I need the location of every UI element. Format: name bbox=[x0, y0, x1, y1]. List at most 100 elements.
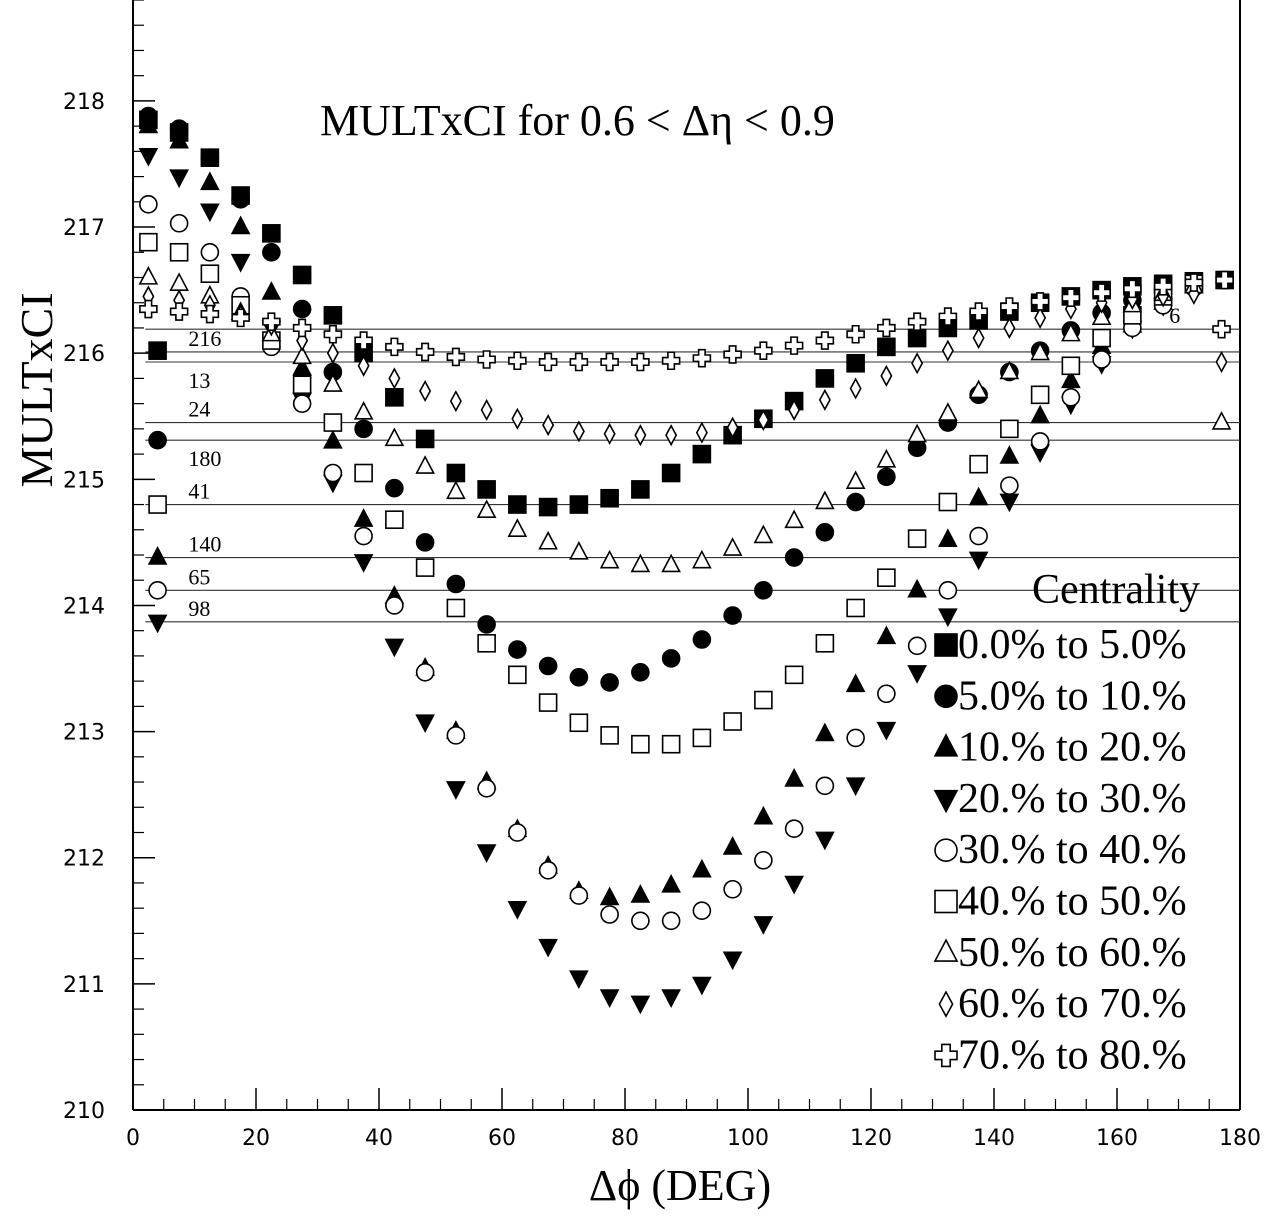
data-point bbox=[446, 726, 466, 745]
data-point bbox=[323, 324, 343, 344]
data-point bbox=[911, 352, 924, 375]
data-point bbox=[600, 726, 619, 745]
data-point bbox=[354, 526, 373, 546]
x-tick-label: 180 bbox=[1219, 1126, 1261, 1151]
legend-marker bbox=[934, 889, 958, 914]
data-point bbox=[385, 510, 404, 529]
data-point bbox=[1091, 306, 1112, 326]
x-axis-label: Δϕ (DEG) bbox=[589, 1161, 771, 1210]
legend-entry: 30.% to 40.% bbox=[958, 827, 1187, 873]
x-tick-label: 100 bbox=[727, 1126, 769, 1151]
data-point bbox=[384, 638, 405, 658]
data-point bbox=[600, 352, 619, 372]
data-point bbox=[661, 734, 681, 754]
data-point bbox=[876, 448, 897, 468]
data-point bbox=[169, 213, 189, 233]
data-point bbox=[726, 416, 739, 439]
data-point bbox=[634, 424, 647, 447]
data-point bbox=[169, 302, 189, 321]
data-point bbox=[388, 367, 401, 390]
data-point bbox=[599, 886, 620, 906]
data-point bbox=[969, 454, 988, 474]
data-point bbox=[200, 304, 220, 324]
data-point bbox=[200, 242, 220, 262]
data-point bbox=[661, 873, 681, 893]
legend-entry: 70.% to 80.% bbox=[958, 1032, 1187, 1078]
data-point bbox=[446, 781, 466, 800]
data-point bbox=[600, 488, 619, 508]
data-point bbox=[846, 324, 865, 344]
data-point bbox=[230, 253, 251, 273]
data-point bbox=[630, 553, 651, 573]
data-point bbox=[415, 533, 435, 552]
data-point bbox=[1123, 279, 1142, 299]
legend-marker bbox=[934, 838, 958, 863]
data-point bbox=[877, 684, 896, 704]
data-point bbox=[569, 970, 589, 990]
reference-point bbox=[1211, 411, 1232, 430]
legend-marker bbox=[934, 684, 958, 709]
data-point bbox=[815, 776, 835, 796]
data-point bbox=[169, 129, 189, 149]
data-point bbox=[938, 528, 958, 548]
data-point bbox=[169, 242, 189, 262]
data-point bbox=[1061, 388, 1081, 407]
data-point bbox=[292, 356, 312, 376]
legend-entry: 20.% to 30.% bbox=[958, 776, 1187, 822]
data-point bbox=[569, 713, 589, 733]
data-point bbox=[722, 951, 743, 971]
data-point bbox=[692, 630, 712, 649]
data-point bbox=[508, 823, 527, 842]
data-point bbox=[784, 509, 804, 529]
y-tick-label: 216 bbox=[63, 342, 105, 367]
data-point bbox=[169, 169, 189, 189]
data-point bbox=[476, 499, 497, 519]
data-point bbox=[815, 633, 835, 653]
data-point bbox=[572, 420, 585, 443]
data-point bbox=[695, 421, 708, 444]
x-tick-label: 160 bbox=[1096, 1126, 1138, 1151]
reference-point bbox=[147, 614, 168, 634]
data-point bbox=[692, 976, 712, 996]
data-point bbox=[385, 478, 404, 498]
data-point bbox=[385, 596, 404, 615]
legend-entry: 40.% to 50.% bbox=[958, 879, 1187, 925]
data-point bbox=[415, 455, 435, 474]
data-point bbox=[569, 540, 589, 560]
data-point bbox=[292, 265, 312, 285]
reference-point bbox=[1215, 350, 1228, 374]
data-point bbox=[784, 819, 804, 839]
data-point bbox=[476, 844, 497, 863]
data-point bbox=[1061, 288, 1081, 307]
data-point bbox=[877, 568, 896, 588]
reference-point bbox=[148, 495, 167, 514]
data-point bbox=[788, 398, 801, 421]
data-point bbox=[815, 369, 835, 388]
data-point bbox=[230, 215, 251, 235]
data-point bbox=[357, 354, 370, 377]
data-point bbox=[415, 429, 435, 449]
y-tick-label: 214 bbox=[63, 594, 105, 619]
data-point bbox=[538, 497, 558, 517]
data-point bbox=[968, 379, 989, 399]
data-point bbox=[938, 402, 958, 421]
data-point bbox=[938, 581, 958, 600]
data-point bbox=[326, 342, 339, 365]
legend-entry: 0.0% to 5.0% bbox=[958, 622, 1187, 668]
data-point bbox=[665, 424, 678, 447]
legend-marker bbox=[933, 733, 959, 757]
data-point bbox=[692, 858, 712, 878]
y-tick-label: 210 bbox=[63, 1099, 105, 1124]
data-point bbox=[292, 299, 312, 319]
data-point bbox=[815, 722, 835, 742]
data-point bbox=[1030, 432, 1050, 451]
data-point bbox=[600, 673, 619, 692]
reference-line-label: 140 bbox=[188, 532, 221, 557]
y-tick-label: 213 bbox=[63, 721, 105, 746]
legend-title: Centrality bbox=[1032, 567, 1200, 613]
data-point bbox=[723, 879, 742, 899]
data-point bbox=[200, 171, 220, 191]
data-point bbox=[569, 668, 589, 687]
reference-line-label: 65 bbox=[188, 564, 210, 589]
data-point bbox=[1215, 270, 1234, 290]
